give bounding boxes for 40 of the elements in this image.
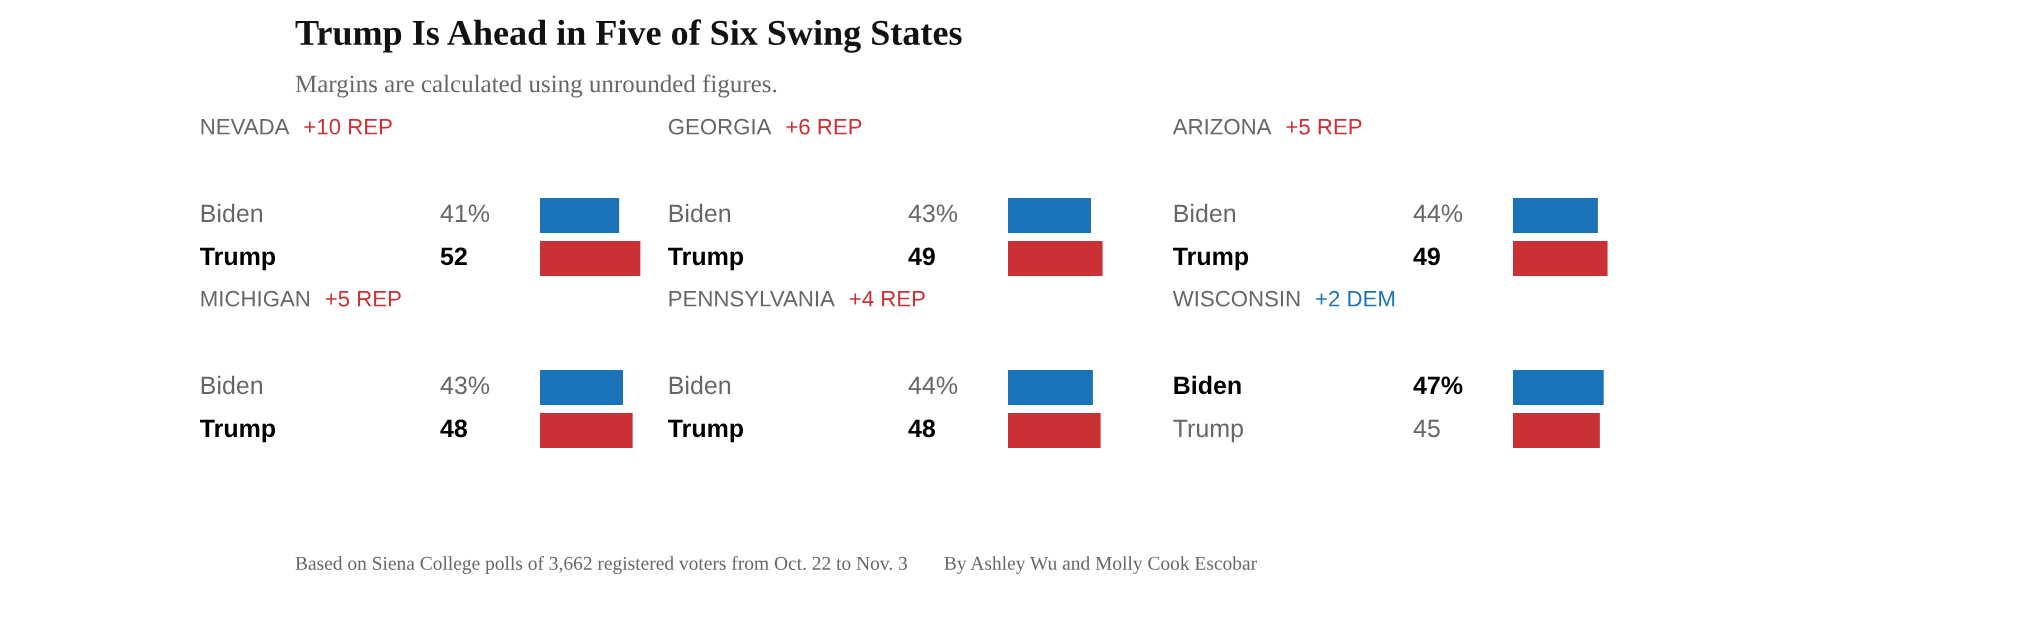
data-label: 49 (908, 247, 935, 266)
text: +5 REP (1286, 119, 1362, 135)
y-tick-label: Biden (1174, 375, 1241, 395)
chart-subtitle: +5 REP (325, 291, 401, 307)
y-tick-label: Trump (1173, 247, 1249, 271)
y-tick-label: Trump (668, 419, 744, 443)
text: GEORGIA (668, 118, 772, 135)
data-label: 48 (440, 419, 468, 438)
text: Based on Siena College polls of 3,662 registered voters from Oct. 22 to Nov. 3 (295, 556, 907, 574)
data-label: 43% (908, 204, 958, 223)
y-tick-label: Trump (200, 247, 276, 271)
y-tick-label: Biden (1174, 203, 1236, 223)
y-tick-label: Biden (669, 375, 731, 395)
y-tick-label: Biden (201, 375, 263, 395)
text: Margins are calculated using unrounded figures. (295, 74, 777, 98)
data-label: 44% (908, 376, 958, 395)
text: +10 REP (304, 118, 392, 135)
chart-subtitle: +4 REP (849, 291, 925, 307)
data-label: 45 (1413, 419, 1440, 438)
text: PENNSYLVANIA (669, 290, 835, 307)
y-tick-label: Trump (1173, 419, 1243, 443)
y-tick-label: Trump (200, 419, 276, 443)
y-tick-label: Biden (201, 203, 263, 223)
data-label: 47% (1413, 376, 1463, 395)
data-label: 43% (440, 376, 490, 395)
text: WISCONSIN (1172, 290, 1300, 307)
y-tick-label: Trump (668, 247, 744, 271)
text: ARIZONA (1172, 118, 1272, 135)
text: MICHIGAN (201, 290, 310, 307)
text: +6 REP (786, 118, 862, 135)
data-label: 49 (1413, 247, 1440, 266)
text: NEVADA (201, 119, 290, 135)
text: By Ashley Wu and Molly Cook Escobar (944, 556, 1257, 574)
data-label: 52 (440, 247, 467, 266)
y-tick-label: Biden (669, 203, 731, 223)
text: Trump Is Ahead in Five of Six Swing States (295, 19, 962, 53)
data-label: 44% (1413, 204, 1463, 223)
data-label: 41% (440, 204, 490, 223)
data-label: 48 (908, 419, 936, 438)
chart-subtitle: +2 DEM (1316, 290, 1395, 307)
